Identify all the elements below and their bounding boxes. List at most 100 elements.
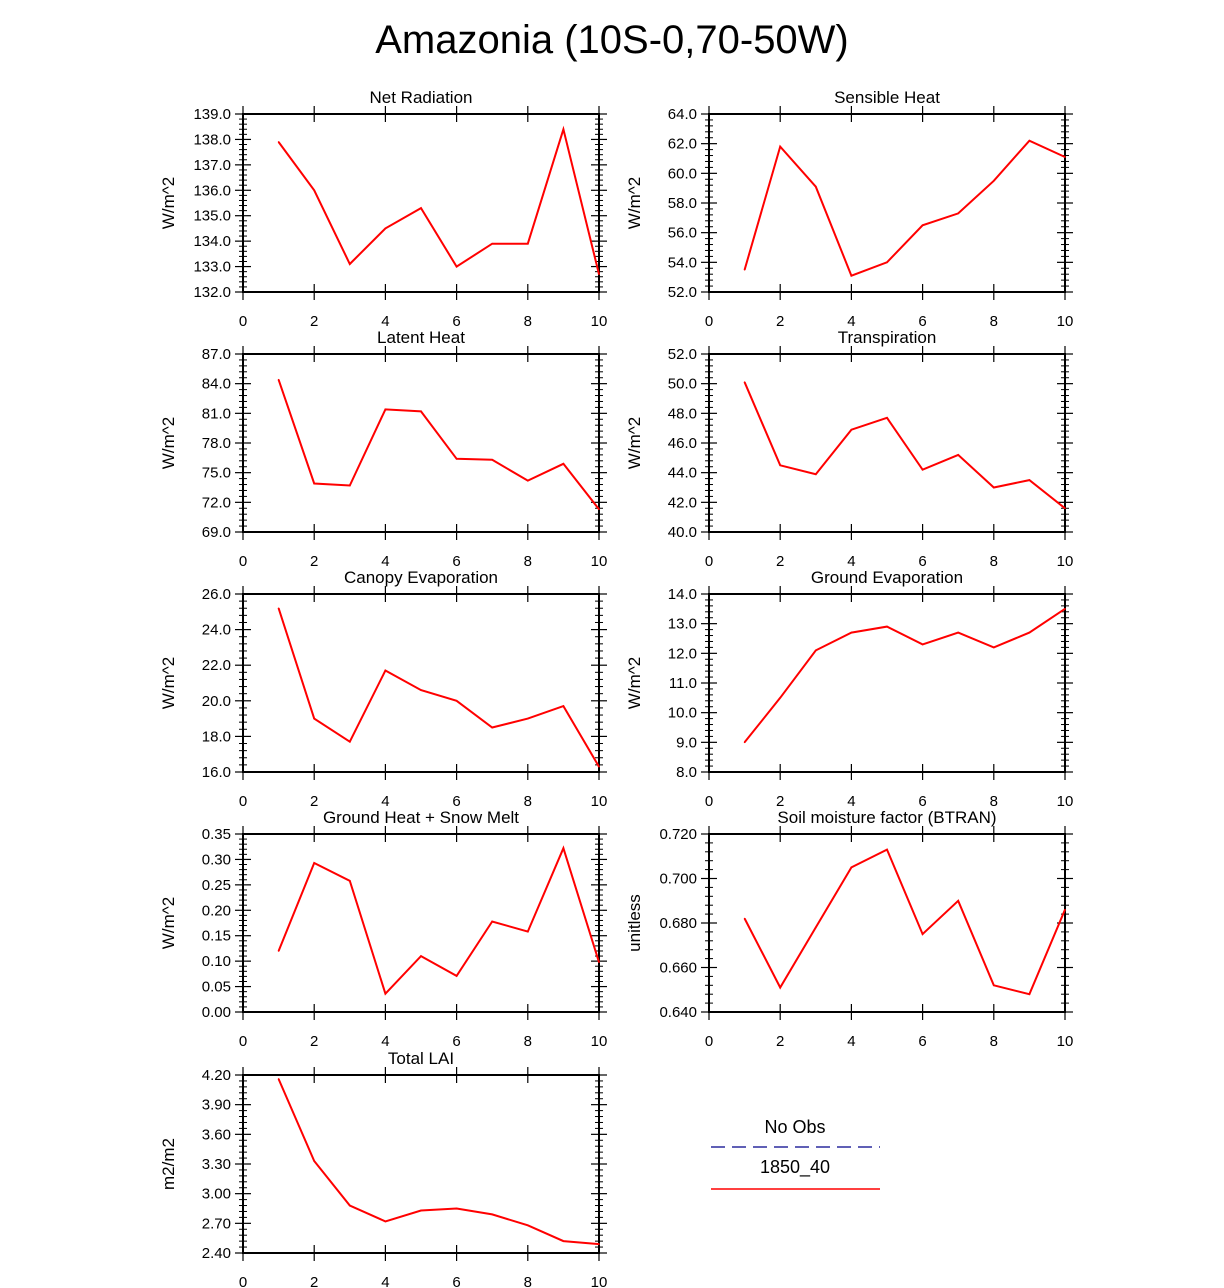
data-point xyxy=(1064,908,1066,911)
data-point xyxy=(384,669,387,672)
panel-title: Latent Heat xyxy=(377,328,465,347)
y-tick-label: 42.0 xyxy=(668,494,697,511)
y-tick-label: 14.0 xyxy=(668,586,697,603)
panel-1: 132.0 133.0 134.0 135.0 136.0 137.0 138.0 139.0… xyxy=(159,88,607,330)
x-tick-label: 2 xyxy=(310,1033,318,1050)
y-tick-label: 87.0 xyxy=(202,346,231,363)
x-tick-label: 8 xyxy=(990,313,998,330)
y-tick-label: 60.0 xyxy=(668,165,697,182)
data-point xyxy=(277,141,280,143)
y-tick-label: 0.25 xyxy=(202,877,231,894)
data-point xyxy=(527,1224,529,1227)
y-tick-label: 69.0 xyxy=(202,524,231,541)
y-tick-label: 20.0 xyxy=(202,693,231,710)
y-tick-label: 4.20 xyxy=(202,1067,231,1084)
x-tick-label: 6 xyxy=(918,793,926,810)
y-tick-label: 0.35 xyxy=(202,826,231,843)
data-point xyxy=(1028,479,1031,481)
data-point xyxy=(921,933,924,935)
x-tick-label: 6 xyxy=(452,1274,460,1288)
y-tick-label: 133.0 xyxy=(193,259,231,276)
panel-5: 16.0 18.0 20.0 22.0 24.0 26.0 0 2 4 6 8 10 Canopy Ev… xyxy=(159,568,607,810)
data-point xyxy=(277,950,280,952)
data-point xyxy=(562,1240,565,1242)
x-tick-label: 4 xyxy=(381,553,389,570)
data-point xyxy=(886,261,888,264)
y-tick-label: 139.0 xyxy=(193,106,231,123)
data-point xyxy=(527,717,529,720)
data-point xyxy=(527,479,529,482)
panel-2: 52.0 54.0 56.0 58.0 60.0 62.0 64.0 0 2 4 6 8 10 Sensi… xyxy=(625,88,1073,330)
panel-title: Canopy Evaporation xyxy=(344,568,498,587)
y-tick-label: 50.0 xyxy=(668,376,697,393)
y-axis-label: m2/m2 xyxy=(159,1138,178,1190)
y-tick-label: 2.70 xyxy=(202,1215,231,1232)
data-point xyxy=(420,410,422,413)
y-tick-label: 0.00 xyxy=(202,1004,231,1021)
x-tick-label: 10 xyxy=(591,1274,608,1288)
y-tick-label: 64.0 xyxy=(668,106,697,123)
data-point xyxy=(993,486,995,489)
x-tick-label: 6 xyxy=(452,313,460,330)
y-tick-label: 134.0 xyxy=(193,233,231,250)
x-tick-label: 10 xyxy=(591,1033,608,1050)
x-tick-label: 0 xyxy=(239,1033,247,1050)
page-title: Amazonia (10S-0,70-50W) xyxy=(375,18,849,62)
plot-frame xyxy=(242,113,600,293)
data-point xyxy=(850,631,853,634)
x-tick-label: 4 xyxy=(381,313,389,330)
y-tick-label: 10.0 xyxy=(668,705,697,722)
data-point xyxy=(598,961,600,963)
y-axis-label: W/m^2 xyxy=(159,657,178,709)
panel-3: 69.0 72.0 75.0 78.0 81.0 84.0 87.0 0 2 4 6 8 10 Laten… xyxy=(159,328,607,570)
data-point xyxy=(491,920,494,923)
data-point xyxy=(491,1213,494,1216)
data-point xyxy=(420,689,422,691)
y-tick-label: 132.0 xyxy=(193,284,231,301)
series-line-1850_40 xyxy=(277,607,600,768)
x-tick-label: 10 xyxy=(591,793,608,810)
data-point xyxy=(850,274,853,277)
x-tick-label: 2 xyxy=(310,313,318,330)
data-point xyxy=(993,984,995,987)
x-tick-label: 10 xyxy=(1057,1033,1074,1050)
y-axis-label: W/m^2 xyxy=(159,417,178,469)
panel-title: Ground Heat + Snow Melt xyxy=(323,808,519,827)
panel-title: Transpiration xyxy=(838,328,937,347)
data-point xyxy=(384,227,387,230)
y-tick-label: 0.700 xyxy=(659,871,697,888)
data-point xyxy=(779,986,781,989)
data-point xyxy=(957,212,959,215)
data-point xyxy=(815,185,817,188)
data-point xyxy=(598,273,600,276)
data-point xyxy=(349,484,351,487)
x-tick-label: 6 xyxy=(452,1033,460,1050)
x-tick-label: 0 xyxy=(705,553,713,570)
data-point xyxy=(313,862,316,864)
data-point xyxy=(886,625,888,628)
y-tick-label: 56.0 xyxy=(668,225,697,242)
x-tick-label: 0 xyxy=(705,793,713,810)
x-tick-label: 2 xyxy=(310,1274,318,1288)
y-tick-label: 9.0 xyxy=(676,734,697,751)
data-point xyxy=(455,1207,458,1210)
x-tick-label: 4 xyxy=(847,553,855,570)
panel-6: 8.0 9.0 10.0 11.0 12.0 13.0 14.0 0 2 4 6 8 10 Ground … xyxy=(625,568,1073,810)
data-point xyxy=(815,926,817,929)
plot-frame xyxy=(708,593,1066,773)
data-point xyxy=(957,454,959,456)
x-tick-label: 10 xyxy=(1057,553,1074,570)
y-tick-label: 2.40 xyxy=(202,1245,231,1262)
data-point xyxy=(491,459,494,461)
data-point xyxy=(313,1160,316,1162)
y-tick-label: 24.0 xyxy=(202,622,231,639)
y-axis-label: W/m^2 xyxy=(625,177,644,229)
series-line-1850_40 xyxy=(743,381,1066,510)
y-tick-label: 75.0 xyxy=(202,465,231,482)
data-point xyxy=(313,717,316,720)
y-tick-label: 52.0 xyxy=(668,284,697,301)
series-line-1850_40 xyxy=(277,845,600,996)
x-tick-label: 0 xyxy=(239,553,247,570)
data-point xyxy=(313,189,316,192)
data-point xyxy=(850,428,853,431)
